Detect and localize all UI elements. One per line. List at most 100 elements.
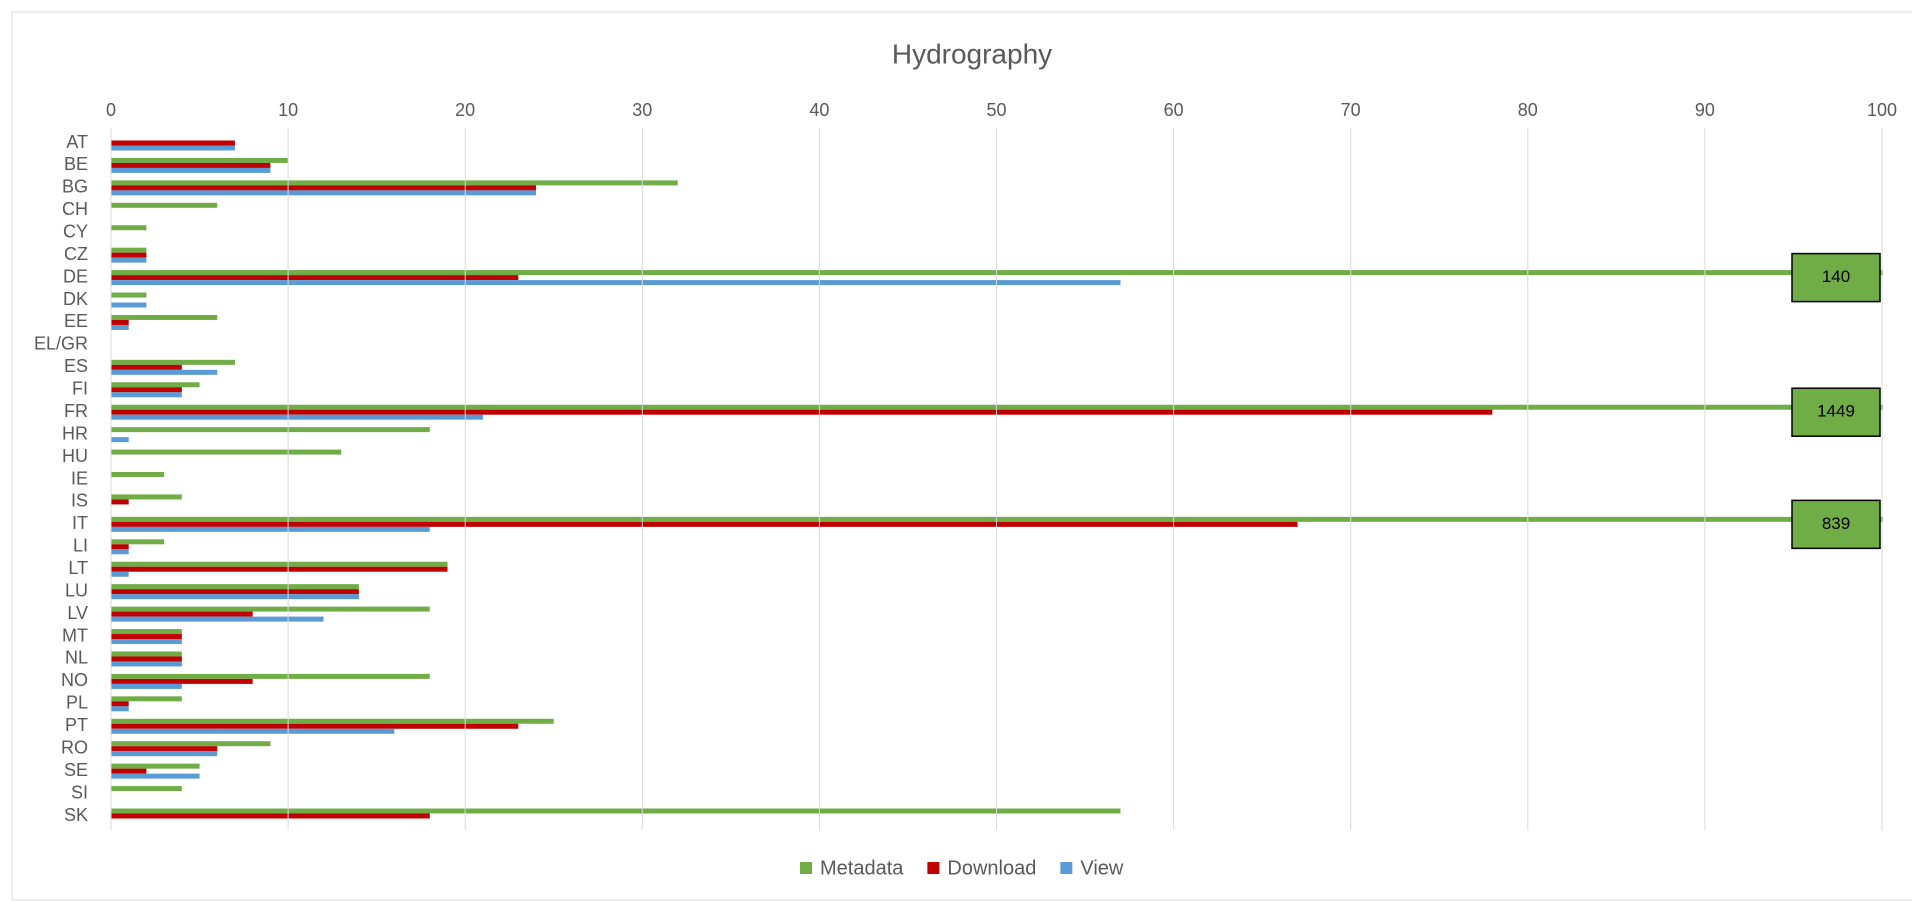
bar <box>111 786 182 792</box>
bar <box>111 270 1883 276</box>
y-tick-label: CH <box>62 199 88 219</box>
x-tick-label: 20 <box>455 100 475 120</box>
bar <box>111 409 1493 415</box>
value-label-box <box>1791 387 1881 437</box>
bar <box>111 661 182 667</box>
y-tick-label: IT <box>72 513 88 533</box>
bar <box>111 145 235 151</box>
x-tick-label: 60 <box>1164 100 1184 120</box>
bar <box>111 427 430 433</box>
bar <box>111 414 483 420</box>
y-tick-label: FR <box>64 401 88 421</box>
bar <box>111 768 147 774</box>
legend-swatch <box>800 862 812 874</box>
y-tick-label: BE <box>64 154 88 174</box>
bar <box>111 651 182 657</box>
value-label: 839 <box>1822 514 1850 533</box>
bar <box>111 723 519 729</box>
bar <box>111 364 182 370</box>
bar <box>111 813 430 819</box>
bar <box>111 589 359 595</box>
bar <box>111 746 218 752</box>
bar <box>111 180 678 186</box>
bar <box>111 437 129 443</box>
bar <box>111 167 271 173</box>
bar <box>111 302 147 308</box>
bar <box>111 629 182 635</box>
bar <box>111 706 129 712</box>
x-tick-label: 40 <box>809 100 829 120</box>
bar <box>111 696 182 702</box>
value-label: 1449 <box>1817 402 1855 421</box>
y-tick-label: PT <box>65 715 88 735</box>
bar <box>111 190 537 196</box>
y-tick-label: SE <box>64 760 88 780</box>
bar <box>111 202 218 208</box>
bar <box>111 639 182 645</box>
y-tick-label: SI <box>71 782 88 802</box>
y-tick-label: ES <box>64 356 88 376</box>
bar <box>111 526 430 532</box>
bar <box>111 656 182 662</box>
bar <box>111 185 537 191</box>
bar <box>111 539 165 545</box>
x-tick-label: 30 <box>632 100 652 120</box>
value-label: 140 <box>1822 267 1850 286</box>
bar <box>111 392 182 398</box>
x-tick-label: 70 <box>1341 100 1361 120</box>
bar <box>111 741 271 747</box>
bar <box>111 275 519 281</box>
y-tick-label: CZ <box>64 244 88 264</box>
y-tick-label: IS <box>71 491 88 511</box>
bar <box>111 718 554 724</box>
x-tick-label: 100 <box>1867 100 1897 120</box>
bar <box>111 369 218 375</box>
bar <box>111 404 1883 410</box>
legend-label: Download <box>947 857 1036 879</box>
y-tick-label: LU <box>65 580 88 600</box>
x-tick-label: 0 <box>106 100 116 120</box>
y-tick-label: HR <box>62 423 88 443</box>
bar <box>111 387 182 393</box>
bar <box>111 673 430 679</box>
bar <box>111 683 182 689</box>
y-tick-label: LI <box>73 536 88 556</box>
bar <box>111 561 448 567</box>
bar <box>111 280 1121 286</box>
y-tick-label: AT <box>66 132 88 152</box>
bar <box>111 606 430 612</box>
y-tick-label: LT <box>68 558 88 578</box>
legend-swatch <box>1060 862 1073 874</box>
bar <box>111 566 448 572</box>
value-label-box <box>1791 499 1881 550</box>
bar <box>111 157 289 163</box>
chart-frame <box>11 11 1912 901</box>
bar <box>111 616 324 622</box>
x-tick-label: 90 <box>1695 100 1715 120</box>
bar <box>111 292 147 298</box>
y-tick-label: HU <box>62 446 88 466</box>
bar <box>111 247 147 253</box>
bar <box>111 634 182 640</box>
bar <box>111 359 235 365</box>
y-tick-label: IE <box>71 468 88 488</box>
bar <box>111 257 147 263</box>
y-tick-label: EL/GR <box>34 334 88 354</box>
y-tick-label: DK <box>63 289 88 309</box>
y-tick-label: NO <box>61 670 88 690</box>
y-tick-label: RO <box>61 737 88 757</box>
bar <box>111 225 147 231</box>
x-tick-label: 50 <box>986 100 1006 120</box>
bar <box>111 140 235 146</box>
chart-title: Hydrography <box>892 38 1052 69</box>
bar <box>111 584 359 590</box>
y-tick-label: PL <box>66 693 88 713</box>
bar <box>111 678 253 684</box>
x-tick-label: 10 <box>278 100 298 120</box>
y-tick-label: EE <box>64 311 88 331</box>
y-tick-label: SK <box>64 805 88 825</box>
bar <box>111 499 129 505</box>
bar <box>111 763 200 769</box>
bar <box>111 252 147 258</box>
